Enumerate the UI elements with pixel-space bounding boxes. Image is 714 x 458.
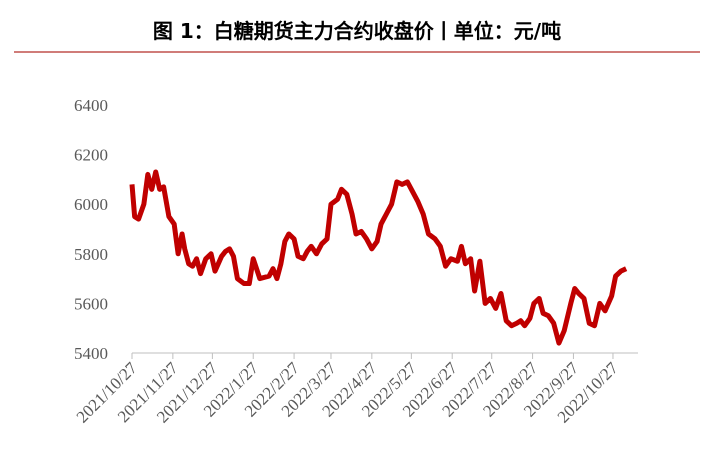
y-tick-label: 5800 [74,245,108,264]
chart-title: 图 1：白糖期货主力合约收盘价丨单位：元/吨 [153,19,561,43]
line-series [129,169,628,346]
y-tick-label: 6200 [74,146,108,165]
y-tick-label: 5600 [74,294,108,313]
y-tick-label: 6400 [74,96,108,115]
y-tick-label: 5400 [74,344,108,363]
y-tick-label: 6000 [74,195,108,214]
